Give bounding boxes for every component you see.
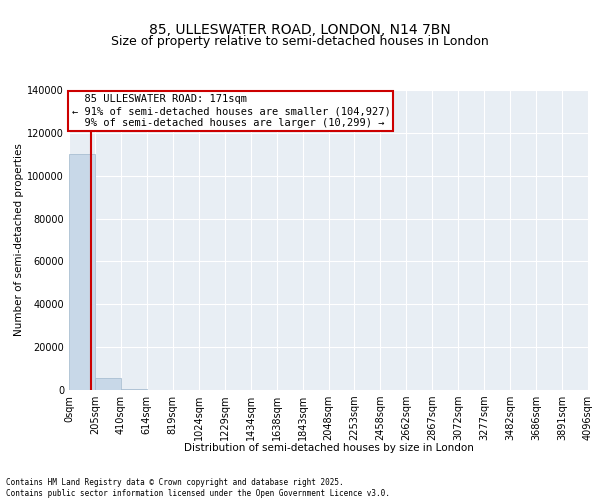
Text: Size of property relative to semi-detached houses in London: Size of property relative to semi-detach… [111,35,489,48]
Bar [69,154,95,390]
X-axis label: Distribution of semi-detached houses by size in London: Distribution of semi-detached houses by … [184,444,473,454]
Text: Contains HM Land Registry data © Crown copyright and database right 2025.
Contai: Contains HM Land Registry data © Crown c… [6,478,390,498]
Bar [121,388,147,390]
Y-axis label: Number of semi-detached properties: Number of semi-detached properties [14,144,25,336]
Bar [95,378,121,390]
Text: 85, ULLESWATER ROAD, LONDON, N14 7BN: 85, ULLESWATER ROAD, LONDON, N14 7BN [149,22,451,36]
Text: 85 ULLESWATER ROAD: 171sqm
← 91% of semi-detached houses are smaller (104,927)
 : 85 ULLESWATER ROAD: 171sqm ← 91% of semi… [71,94,391,128]
